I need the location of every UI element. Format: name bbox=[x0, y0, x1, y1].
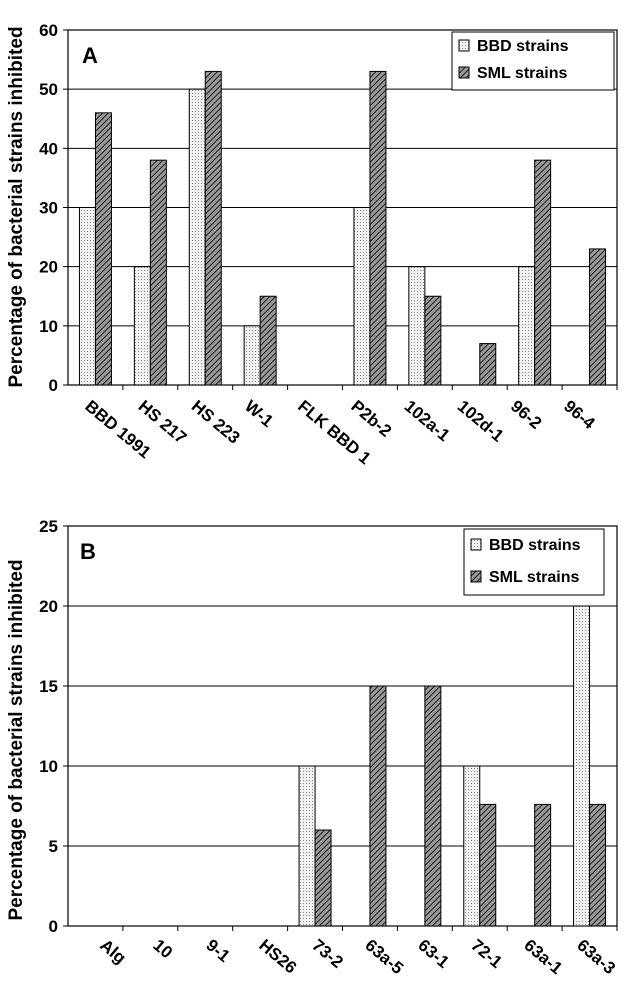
y-axis-label-a: Percentage of bacterial strains inhibite… bbox=[6, 26, 27, 387]
bar-sml-63a-1 bbox=[534, 803, 552, 927]
bar-sml-96-2 bbox=[534, 159, 552, 386]
bars-b bbox=[298, 605, 607, 927]
legend-label-sml-a: SML strains bbox=[477, 65, 568, 82]
legend-a: BBD strains SML strains bbox=[451, 31, 615, 91]
bar-sml-73-2 bbox=[314, 829, 332, 927]
y-tick-label: 25 bbox=[39, 517, 58, 536]
bar-sml-63-1 bbox=[424, 685, 442, 927]
x-category-label: 9-1 bbox=[202, 936, 233, 966]
y-tick-label: 50 bbox=[39, 80, 58, 99]
x-category-label: 63a-1 bbox=[520, 936, 566, 979]
panel-label-b: B bbox=[80, 539, 96, 564]
panel-label-a: A bbox=[82, 43, 98, 68]
bar-bbd-p2b-2 bbox=[353, 207, 371, 386]
y-tick-label: 5 bbox=[49, 837, 58, 856]
gridlines-b bbox=[68, 605, 617, 847]
bar-bbd-hs-223 bbox=[188, 88, 206, 386]
chart-panel-b: 0 5 10 15 20 25 Alg 10 9-1 HS26 73-2 63a-5 63-1 72-1… bbox=[6, 517, 619, 978]
legend-label-bbd-b: BBD strains bbox=[489, 537, 581, 554]
legend-swatch-bbd-b bbox=[470, 538, 482, 551]
y-tick-label: 10 bbox=[39, 757, 58, 776]
bar-sml-w-1 bbox=[259, 295, 277, 386]
bar-bbd-bbd-1991 bbox=[78, 207, 96, 386]
y-tick-label: 0 bbox=[49, 917, 58, 936]
legend-swatch-sml-a bbox=[458, 66, 470, 79]
y-ticks-a: 0 10 20 30 40 50 60 bbox=[39, 21, 68, 395]
bar-bbd-w-1 bbox=[243, 325, 261, 386]
bar-bbd-96-2 bbox=[518, 266, 536, 386]
y-tick-label: 10 bbox=[39, 317, 58, 336]
x-category-label: 96-2 bbox=[507, 397, 545, 433]
x-category-label: 73-2 bbox=[308, 936, 346, 972]
x-category-label: W-1 bbox=[241, 397, 277, 431]
bar-sml-96-4 bbox=[589, 248, 607, 386]
bar-sml-102a-1 bbox=[424, 295, 442, 386]
y-tick-label: 0 bbox=[49, 376, 58, 395]
x-category-label: 63a-3 bbox=[573, 936, 619, 979]
x-category-label: 96-4 bbox=[560, 397, 599, 434]
x-category-label: Alg bbox=[96, 936, 129, 968]
bar-sml-63a-5 bbox=[369, 685, 387, 927]
bar-sml-63a-3 bbox=[589, 803, 607, 927]
bars-a bbox=[78, 70, 607, 386]
legend-b: BBD strains SML strains bbox=[463, 528, 605, 596]
bar-bbd-72-1 bbox=[463, 765, 481, 927]
bar-bbd-hs-217 bbox=[133, 266, 151, 386]
y-tick-label: 20 bbox=[39, 597, 58, 616]
x-category-label: HS26 bbox=[255, 936, 300, 978]
y-tick-label: 15 bbox=[39, 677, 58, 696]
y-axis-label-b: Percentage of bacterial strains inhibite… bbox=[6, 559, 27, 920]
x-category-label: 10 bbox=[149, 936, 176, 963]
x-category-label: 63a-5 bbox=[361, 936, 407, 979]
bar-sml-hs-217 bbox=[149, 159, 167, 386]
x-category-label: 102d-1 bbox=[454, 397, 507, 446]
y-tick-label: 30 bbox=[39, 199, 58, 218]
x-category-label: 63-1 bbox=[414, 936, 452, 972]
x-category-label: P2b-2 bbox=[347, 397, 395, 441]
x-category-label: 102a-1 bbox=[401, 397, 454, 446]
y-tick-label: 60 bbox=[39, 21, 58, 40]
legend-label-bbd-a: BBD strains bbox=[477, 38, 569, 55]
y-tick-label: 20 bbox=[39, 258, 58, 277]
bar-sml-hs-223 bbox=[204, 70, 222, 386]
bar-sml-p2b-2 bbox=[369, 70, 387, 386]
legend-swatch-sml-b bbox=[470, 570, 482, 583]
bar-sml-72-1 bbox=[479, 803, 497, 927]
bar-bbd-63a-3 bbox=[573, 605, 591, 927]
bar-bbd-73-2 bbox=[298, 765, 316, 927]
legend-box-a bbox=[451, 31, 615, 91]
bar-bbd-102a-1 bbox=[408, 266, 426, 386]
x-category-label: 72-1 bbox=[467, 936, 505, 972]
legend-label-sml-b: SML strains bbox=[489, 569, 580, 586]
bar-sml-102d-1 bbox=[479, 343, 497, 386]
y-ticks-b: 0 5 10 15 20 25 bbox=[39, 517, 68, 936]
x-category-label: HS 223 bbox=[188, 397, 244, 448]
y-tick-label: 40 bbox=[39, 139, 58, 158]
bar-sml-bbd-1991 bbox=[94, 112, 112, 386]
x-categories-b: Alg 10 9-1 HS26 73-2 63a-5 63-1 72-1 63a-1 63a-3 bbox=[96, 926, 619, 978]
legend-box-b bbox=[463, 528, 605, 596]
legend-swatch-bbd-a bbox=[458, 39, 470, 52]
